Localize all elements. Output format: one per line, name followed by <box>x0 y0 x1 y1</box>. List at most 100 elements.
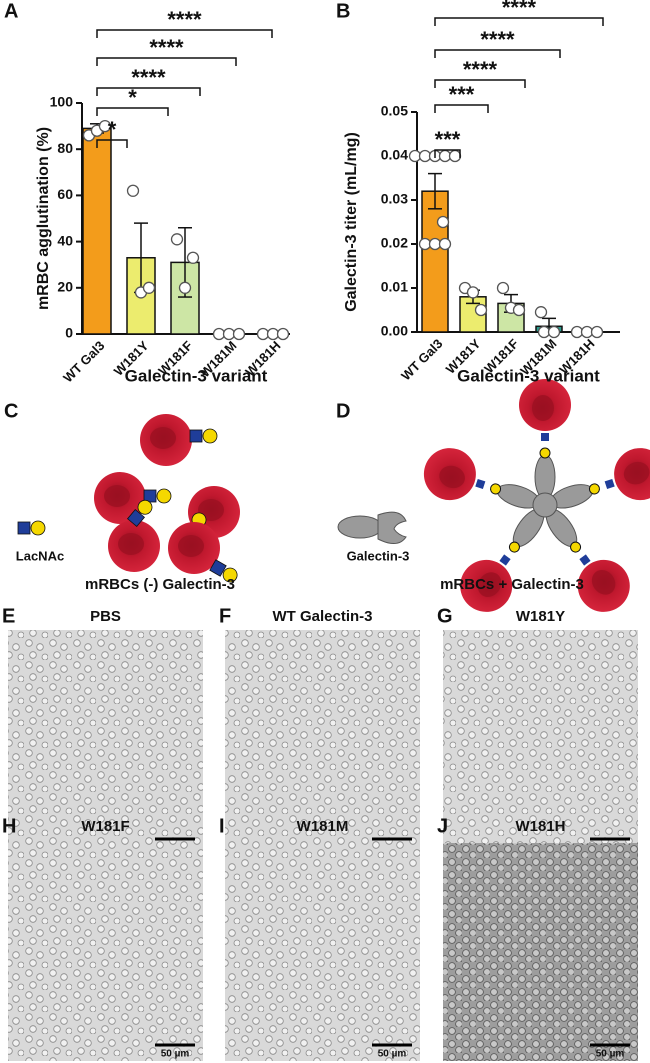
data-point <box>98 119 112 133</box>
y-tick-label: 0.04 <box>381 147 408 163</box>
rbc <box>140 414 192 466</box>
micrograph: EPBS50 µm <box>2 605 203 855</box>
micrograph: I W181M 50 µm <box>219 815 420 1061</box>
x-axis-label: Galectin-3 variant <box>125 366 268 385</box>
micrograph-image <box>8 843 203 1061</box>
scale-bar-label: 50 µm <box>378 1049 407 1060</box>
bar-chart: B 0.00 0.01 0.02 0.03 0.04 0.05 Galectin-3 tite… <box>336 0 620 385</box>
significance-label: **** <box>167 7 202 32</box>
significance-bracket <box>96 57 237 66</box>
y-axis-label: Galectin-3 titer (mL/mg) <box>343 132 360 312</box>
significance-label: **** <box>131 65 166 90</box>
micrograph-title: W181H <box>515 818 565 835</box>
lacnac <box>189 428 218 444</box>
micrograph-title: W181F <box>81 818 129 835</box>
data-point <box>547 325 561 339</box>
significance-label: **** <box>149 35 184 60</box>
x-tick-label: WT Gal3 <box>60 338 107 385</box>
data-point <box>580 325 594 339</box>
y-tick-label: 0.02 <box>381 235 408 251</box>
data-point <box>142 281 156 294</box>
significance-bracket <box>96 29 273 38</box>
y-tick-label: 80 <box>57 140 73 156</box>
significance-bracket <box>434 149 461 158</box>
panel-label: D <box>336 400 350 422</box>
panel-label: E <box>2 605 15 627</box>
caption: mRBCs (-) Galectin-3 <box>85 576 235 593</box>
significance-label: **** <box>502 0 537 20</box>
micrograph-image <box>225 843 420 1061</box>
panel-label: A <box>4 0 18 22</box>
x-axis-label: Galectin-3 variant <box>457 366 600 385</box>
legend-label: LacNAc <box>16 548 64 563</box>
y-tick-label: 0.01 <box>381 279 408 295</box>
data-point <box>438 237 452 251</box>
y-tick-label: 0.00 <box>381 323 408 339</box>
significance-bracket <box>96 87 201 96</box>
significance-label: **** <box>463 57 498 82</box>
significance-bracket <box>434 17 604 26</box>
data-point <box>466 286 480 299</box>
galectin-icon <box>337 511 407 545</box>
data-point <box>178 281 192 294</box>
panel-label: H <box>2 815 16 837</box>
micrograph-image <box>443 843 638 1061</box>
micrograph-image <box>443 630 638 855</box>
data-point <box>534 306 548 319</box>
data-point <box>170 233 184 246</box>
micrograph: FWT Galectin-350 µm <box>219 605 420 855</box>
data-point <box>590 325 604 339</box>
panel-label: C <box>4 400 18 422</box>
significance-label: *** <box>435 127 461 152</box>
bar-chart: A 0 20 40 60 80 100 mRBC agglutination (%) Galec… <box>4 0 290 385</box>
micrograph: H W181F 50 µm <box>2 815 203 1061</box>
micrograph-title: PBS <box>90 608 121 625</box>
y-tick-label: 20 <box>57 279 73 295</box>
micrograph-title: WT Galectin-3 <box>272 608 372 625</box>
panel-label: B <box>336 0 350 22</box>
micrograph-image <box>225 630 420 855</box>
micrograph: GW181Y50 µm <box>437 605 638 855</box>
lacnac-icon <box>17 520 46 536</box>
significance-label: * <box>108 117 117 142</box>
significance-label: *** <box>449 82 475 107</box>
micrograph-image <box>8 630 203 855</box>
y-tick-label: 0.05 <box>381 103 408 119</box>
significance-bracket <box>434 79 526 88</box>
data-point <box>232 327 246 341</box>
panel-label: I <box>219 815 225 837</box>
data-point <box>186 251 200 264</box>
panel-label: G <box>437 605 453 627</box>
data-point <box>276 327 290 341</box>
scale-bar-label: 50 µm <box>161 1049 190 1060</box>
y-tick-label: 100 <box>50 94 74 110</box>
schematic-d: D Galectin-3 mRBCs + Galectin-3 <box>336 379 650 623</box>
data-point <box>496 281 510 295</box>
error-bar <box>428 172 442 210</box>
panel-label: F <box>219 605 231 627</box>
y-axis-label: mRBC agglutination (%) <box>35 127 52 310</box>
bar <box>82 127 112 335</box>
schematic-c: C LacNAc mRBCs (-) Galectin-3 <box>4 400 241 593</box>
micrograph-title: W181Y <box>516 608 565 625</box>
significance-label: * <box>128 85 137 110</box>
data-point <box>512 303 526 317</box>
data-point <box>436 215 450 229</box>
micrograph: J W181H 50 µm <box>437 815 638 1061</box>
significance-bracket <box>96 139 128 148</box>
bar <box>421 190 449 333</box>
cluster <box>417 379 650 623</box>
y-tick-label: 60 <box>57 186 73 202</box>
rbc <box>108 520 160 572</box>
data-point <box>126 184 140 197</box>
significance-bracket <box>434 49 561 58</box>
significance-label: **** <box>480 27 515 52</box>
y-tick-label: 40 <box>57 232 73 248</box>
significance-bracket <box>434 104 489 113</box>
panel-label: J <box>437 815 448 837</box>
legend-label: Galectin-3 <box>347 548 410 563</box>
y-tick-label: 0 <box>65 325 73 341</box>
micrograph-title: W181M <box>297 818 349 835</box>
y-tick-label: 0.03 <box>381 191 408 207</box>
